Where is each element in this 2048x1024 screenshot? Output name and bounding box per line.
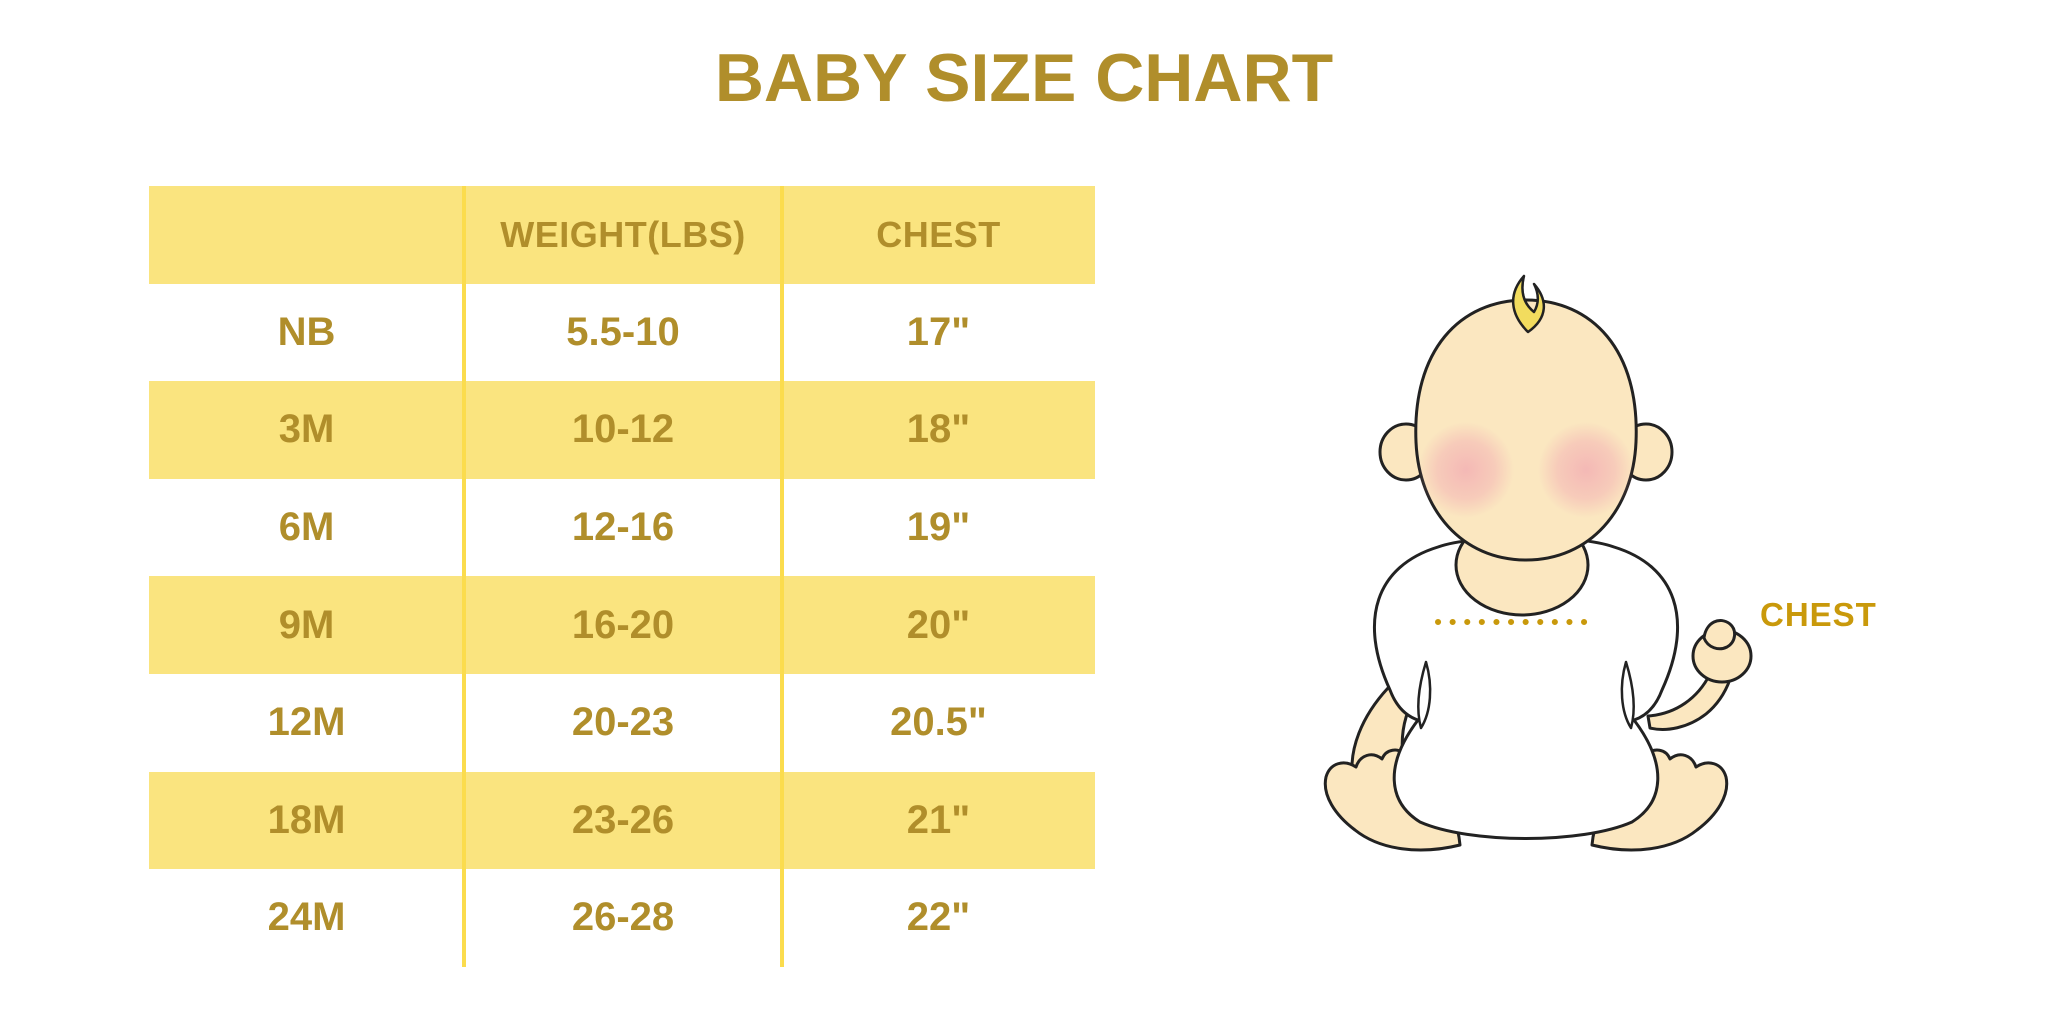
cell-size: 24M [267, 895, 346, 940]
page-title: BABY SIZE CHART [714, 40, 1334, 116]
cell-size: 12M [267, 700, 346, 745]
cell-chest: 17" [906, 309, 971, 354]
table-row: 6M 12-16 19" [149, 479, 1095, 577]
table-row: 3M 10-12 18" [149, 381, 1095, 479]
cell-size: NB [277, 309, 336, 354]
cell-chest: 21" [906, 797, 971, 842]
cell-size: 6M [278, 505, 335, 550]
baby-right-thumb [1702, 619, 1736, 651]
baby-illustration [1260, 270, 1820, 880]
cell-weight: 20-23 [571, 700, 675, 745]
cell-chest: 20" [906, 602, 971, 647]
cell-chest: 19" [906, 505, 971, 550]
table-row: NB 5.5-10 17" [149, 284, 1095, 382]
column-divider [780, 186, 784, 967]
chest-annotation-label: CHEST [1760, 596, 1877, 633]
baby-right-blush [1538, 422, 1634, 518]
cell-chest: 22" [906, 895, 971, 940]
cell-chest: 18" [906, 407, 971, 452]
table-row: 24M 26-28 22" [149, 869, 1095, 967]
baby-left-blush [1418, 422, 1514, 518]
baby-left-sleeve-notch [1417, 660, 1432, 730]
baby-figure [1323, 274, 1753, 852]
cell-size: 9M [278, 602, 335, 647]
table-header-row: WEIGHT(LBS) CHEST [149, 186, 1095, 284]
cell-weight: 12-16 [571, 505, 675, 550]
baby-onesie [1372, 535, 1680, 840]
table-row: 12M 20-23 20.5" [149, 674, 1095, 772]
cell-weight: 16-20 [571, 602, 675, 647]
size-table: WEIGHT(LBS) CHEST NB 5.5-10 17" 3M 10-12… [149, 186, 1095, 967]
cell-weight: 5.5-10 [566, 309, 680, 354]
cell-weight: 26-28 [571, 895, 675, 940]
cell-size: 3M [278, 407, 335, 452]
cell-weight: 10-12 [571, 407, 675, 452]
table-row: 18M 23-26 21" [149, 771, 1095, 870]
cell-weight: 23-26 [571, 797, 675, 842]
column-header-chest: CHEST [876, 213, 1001, 255]
column-divider [462, 186, 466, 967]
cell-size: 18M [267, 797, 346, 842]
baby-right-sleeve-notch [1620, 660, 1635, 730]
cell-chest: 20.5" [890, 700, 987, 745]
baby-hair-curl [1511, 274, 1545, 334]
column-header-size [149, 186, 464, 284]
table-row: 9M 16-20 20" [149, 576, 1095, 674]
column-header-weight: WEIGHT(LBS) [500, 213, 746, 255]
